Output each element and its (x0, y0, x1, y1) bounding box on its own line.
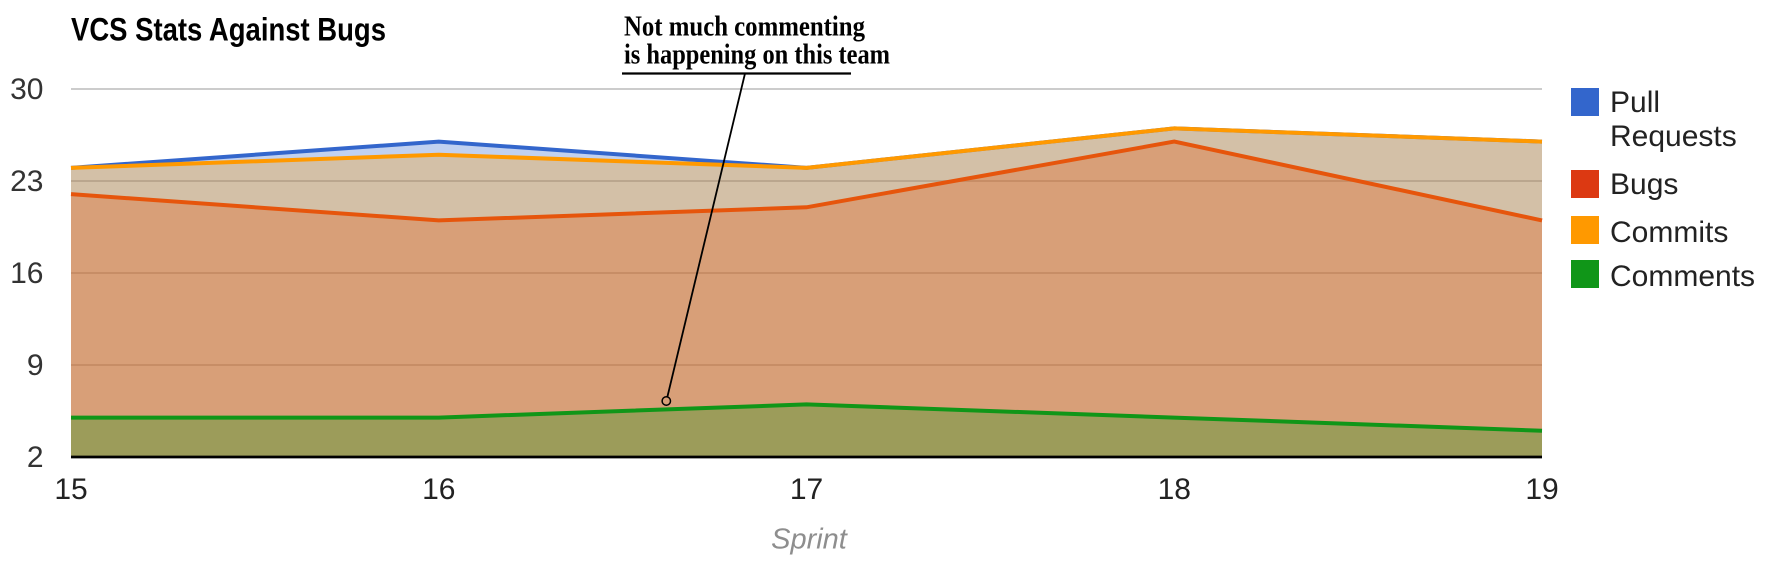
svg-text:23: 23 (10, 165, 43, 198)
svg-text:Comments: Comments (1610, 260, 1755, 293)
svg-text:16: 16 (422, 473, 455, 506)
svg-text:30: 30 (10, 73, 43, 106)
svg-text:Bugs: Bugs (1610, 168, 1678, 201)
svg-text:VCS Stats Against Bugs: VCS Stats Against Bugs (71, 12, 386, 48)
svg-text:Pull: Pull (1610, 86, 1660, 119)
svg-text:15: 15 (54, 473, 87, 506)
svg-text:Sprint: Sprint (771, 523, 849, 555)
svg-text:Requests: Requests (1610, 120, 1737, 153)
svg-text:17: 17 (790, 473, 823, 506)
svg-text:19: 19 (1525, 473, 1558, 506)
svg-text:Commits: Commits (1610, 216, 1728, 249)
svg-text:2: 2 (27, 441, 44, 474)
svg-text:Not much commenting: Not much commenting (624, 11, 865, 43)
svg-text:16: 16 (10, 257, 43, 290)
svg-text:18: 18 (1158, 473, 1191, 506)
svg-text:9: 9 (27, 349, 44, 382)
svg-text:is happening on this team: is happening on this team (624, 39, 890, 71)
